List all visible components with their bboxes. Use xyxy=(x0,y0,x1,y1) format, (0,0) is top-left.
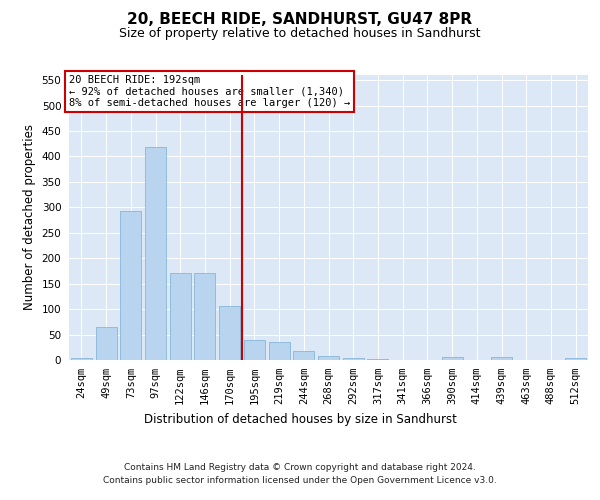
Text: 20 BEECH RIDE: 192sqm
← 92% of detached houses are smaller (1,340)
8% of semi-de: 20 BEECH RIDE: 192sqm ← 92% of detached … xyxy=(69,75,350,108)
Text: Distribution of detached houses by size in Sandhurst: Distribution of detached houses by size … xyxy=(143,412,457,426)
Bar xyxy=(219,306,240,360)
Bar xyxy=(95,327,116,360)
Bar xyxy=(170,274,191,360)
Bar xyxy=(318,356,339,360)
Bar xyxy=(343,358,364,360)
Bar xyxy=(491,358,512,360)
Bar xyxy=(244,340,265,360)
Y-axis label: Number of detached properties: Number of detached properties xyxy=(23,124,36,310)
Text: Contains public sector information licensed under the Open Government Licence v3: Contains public sector information licen… xyxy=(103,476,497,485)
Bar xyxy=(269,342,290,360)
Text: 20, BEECH RIDE, SANDHURST, GU47 8PR: 20, BEECH RIDE, SANDHURST, GU47 8PR xyxy=(127,12,473,28)
Bar xyxy=(145,148,166,360)
Text: Contains HM Land Registry data © Crown copyright and database right 2024.: Contains HM Land Registry data © Crown c… xyxy=(124,462,476,471)
Bar xyxy=(194,274,215,360)
Bar xyxy=(442,358,463,360)
Bar xyxy=(71,358,92,360)
Bar xyxy=(293,351,314,360)
Bar xyxy=(120,211,141,360)
Bar xyxy=(565,358,586,360)
Text: Size of property relative to detached houses in Sandhurst: Size of property relative to detached ho… xyxy=(119,28,481,40)
